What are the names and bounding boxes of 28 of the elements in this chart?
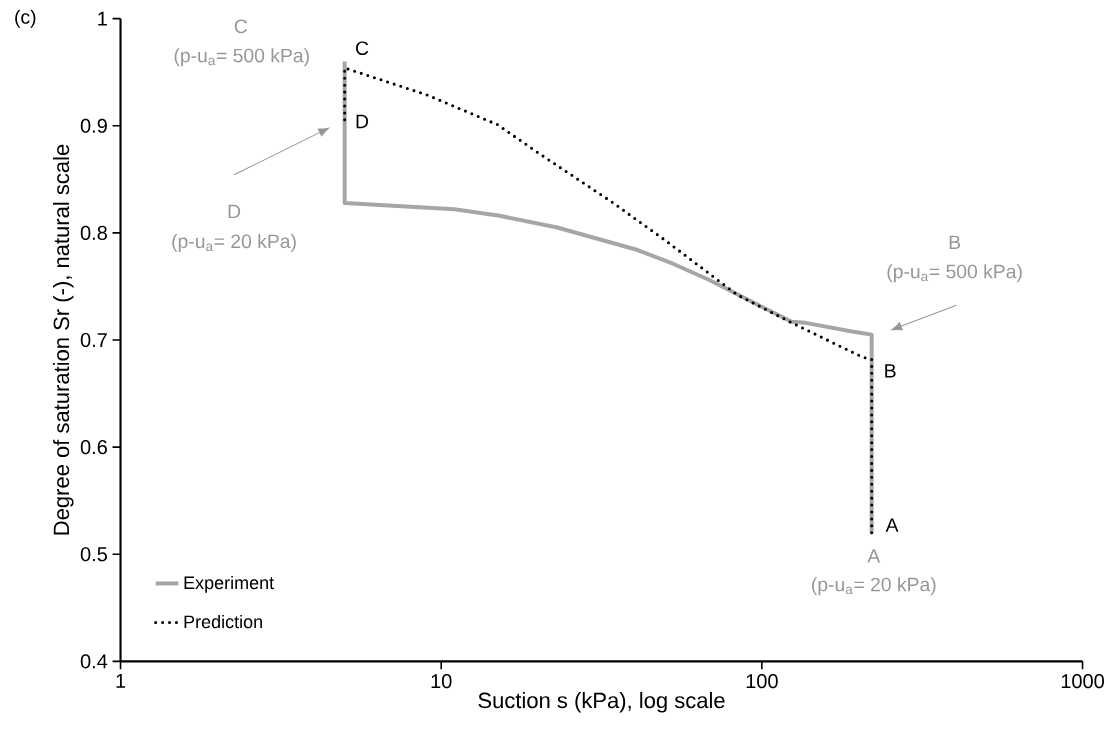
- y-axis-title: Degree of saturation Sr (-), natural scale: [53, 144, 74, 535]
- y-tick-label: 0.8: [80, 225, 107, 240]
- y-tick-label: 0.4: [80, 654, 108, 669]
- annotation: (p-u$_{a}$= 20 kPa): [172, 233, 296, 252]
- annotation: (p-u$_{a}$= 500 kPa): [887, 264, 1022, 283]
- x-tick-label: 1: [116, 674, 126, 688]
- x-tick-label: 1000: [1061, 674, 1104, 689]
- annotation: C: [356, 41, 369, 56]
- annotation: A: [867, 549, 881, 563]
- annotation: D: [356, 114, 369, 129]
- x-axis-title: Suction s (kPa), log scale: [478, 692, 725, 713]
- annotation: D: [228, 204, 241, 219]
- text: (c): [15, 9, 36, 28]
- y-tick-label: 0.5: [80, 547, 107, 562]
- annotation: (p-u$_{a}$= 20 kPa): [812, 577, 936, 596]
- x-tick-label: 100: [746, 674, 778, 689]
- y-tick-label: 1: [98, 11, 107, 26]
- annotation: A: [885, 518, 899, 532]
- annotation: B: [885, 364, 896, 378]
- annotation: (p-u$_{a}$= 500 kPa): [174, 48, 309, 67]
- legend-label: Experiment: [184, 575, 274, 593]
- annotation: C: [234, 19, 248, 34]
- legend-label: Prediction: [184, 614, 262, 629]
- annotation: B: [949, 235, 961, 249]
- y-tick-label: 0.9: [80, 118, 107, 133]
- y-tick-label: 0.6: [80, 440, 107, 455]
- x-tick-label: 10: [431, 674, 452, 689]
- y-tick-label: 0.7: [80, 332, 107, 348]
